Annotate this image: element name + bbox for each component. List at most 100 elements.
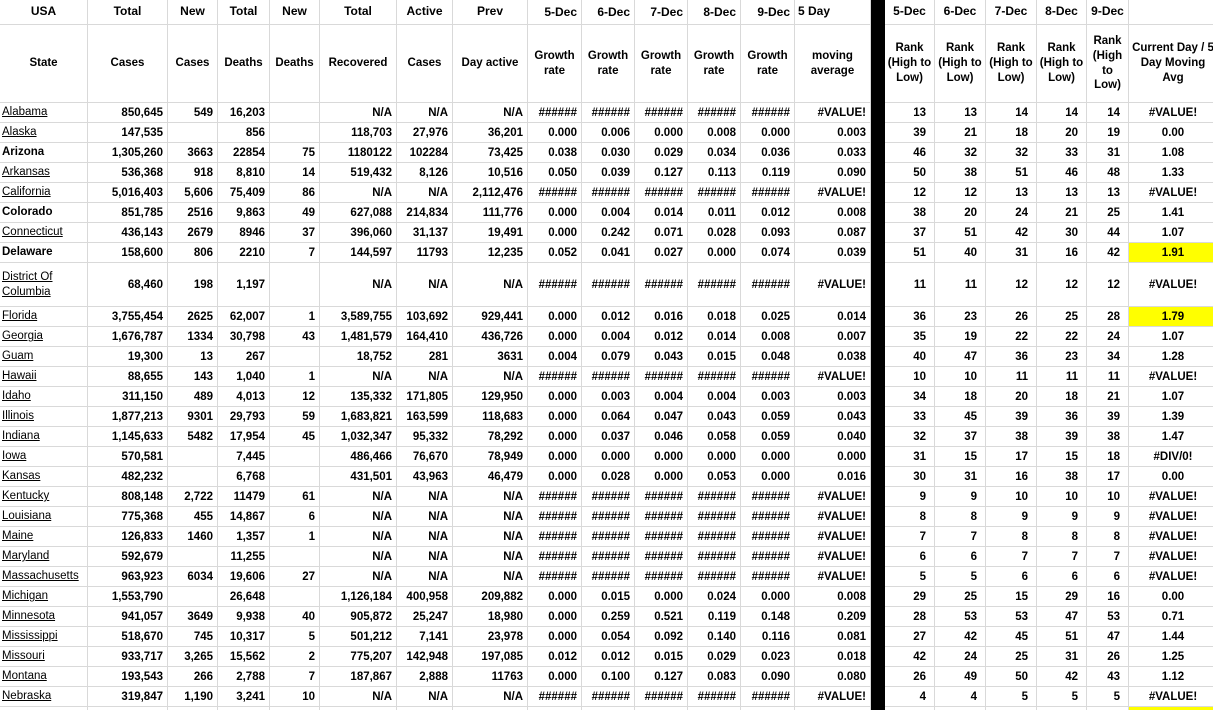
rank-cell[interactable]: 39 <box>986 407 1037 427</box>
rank-cell[interactable]: 10 <box>1037 487 1087 507</box>
rank-cell[interactable]: 28 <box>885 607 935 627</box>
rank-cell[interactable]: 53 <box>986 607 1037 627</box>
new-deaths-cell[interactable] <box>270 587 320 607</box>
growth-rate-cell[interactable]: 0.127 <box>635 667 688 687</box>
rank-cell[interactable]: 31 <box>885 447 935 467</box>
state-cell[interactable]: Iowa <box>0 447 88 467</box>
growth-rate-cell[interactable]: ###### <box>582 183 635 203</box>
rank-cell[interactable]: 17 <box>1087 467 1129 487</box>
total-deaths-cell[interactable]: 3,241 <box>218 687 270 707</box>
rank-cell[interactable]: 39 <box>1037 427 1087 447</box>
growth-rate-cell[interactable]: ###### <box>688 487 741 507</box>
rank-cell[interactable]: 19 <box>1087 123 1129 143</box>
rank-cell[interactable]: 4 <box>935 687 986 707</box>
new-deaths-cell[interactable]: 1 <box>270 367 320 387</box>
growth-rate-cell[interactable]: 0.004 <box>582 203 635 223</box>
total-deaths-cell[interactable]: 30,798 <box>218 327 270 347</box>
new-deaths-cell[interactable]: 61 <box>270 487 320 507</box>
recovered-cell[interactable]: 18,752 <box>320 347 397 367</box>
ratio-cell[interactable]: 0.00 <box>1129 467 1213 487</box>
header-cell[interactable]: 7-Dec <box>986 0 1037 25</box>
prev-day-active-cell[interactable]: 3631 <box>453 347 528 367</box>
total-deaths-cell[interactable]: 1,357 <box>218 527 270 547</box>
recovered-cell[interactable]: 144,597 <box>320 243 397 263</box>
header-cell[interactable]: Total <box>218 0 270 25</box>
total-cases-cell[interactable]: 592,679 <box>88 547 168 567</box>
rank-cell[interactable]: 5 <box>885 567 935 587</box>
total-cases-cell[interactable]: 518,670 <box>88 627 168 647</box>
rank-cell[interactable]: 10 <box>1087 487 1129 507</box>
rank-cell[interactable]: 32 <box>885 427 935 447</box>
rank-cell[interactable]: 38 <box>1037 467 1087 487</box>
rank-cell[interactable]: 27 <box>885 627 935 647</box>
total-deaths-cell[interactable]: 11,255 <box>218 547 270 567</box>
growth-rate-cell[interactable]: 0.119 <box>688 607 741 627</box>
new-cases-cell[interactable]: 143 <box>168 367 218 387</box>
rank-cell[interactable]: 26 <box>986 307 1037 327</box>
total-cases-cell[interactable]: 147,535 <box>88 123 168 143</box>
rank-cell[interactable]: 6 <box>935 547 986 567</box>
growth-rate-cell[interactable]: 0.521 <box>635 607 688 627</box>
rank-cell[interactable]: 18 <box>1037 387 1087 407</box>
rank-cell[interactable]: 39 <box>1087 407 1129 427</box>
growth-rate-cell[interactable]: ###### <box>635 567 688 587</box>
new-deaths-cell[interactable]: 1 <box>270 527 320 547</box>
header-cell[interactable]: USA <box>0 0 88 25</box>
state-cell[interactable]: Arizona <box>0 143 88 163</box>
new-deaths-cell[interactable]: 37 <box>270 223 320 243</box>
new-deaths-cell[interactable]: 86 <box>270 183 320 203</box>
rank-cell[interactable]: 6 <box>885 547 935 567</box>
new-deaths-cell[interactable]: 7 <box>270 667 320 687</box>
rank-cell[interactable]: 10 <box>885 367 935 387</box>
growth-rate-cell[interactable]: 0.242 <box>582 223 635 243</box>
growth-rate-cell[interactable]: 0.000 <box>528 307 582 327</box>
header-cell[interactable]: Day active <box>453 25 528 103</box>
table-cell[interactable] <box>528 707 582 710</box>
new-deaths-cell[interactable] <box>270 103 320 123</box>
header-cell[interactable]: Cases <box>397 25 453 103</box>
new-cases-cell[interactable]: 6034 <box>168 567 218 587</box>
total-cases-cell[interactable]: 1,145,633 <box>88 427 168 447</box>
growth-rate-cell[interactable]: ###### <box>688 567 741 587</box>
rank-cell[interactable]: 30 <box>885 467 935 487</box>
total-deaths-cell[interactable]: 14,867 <box>218 507 270 527</box>
growth-rate-cell[interactable]: 0.004 <box>635 387 688 407</box>
rank-cell[interactable]: 8 <box>935 507 986 527</box>
recovered-cell[interactable]: N/A <box>320 507 397 527</box>
active-cases-cell[interactable]: 2,888 <box>397 667 453 687</box>
rank-cell[interactable]: 28 <box>1087 307 1129 327</box>
growth-rate-cell[interactable]: ###### <box>688 183 741 203</box>
growth-rate-cell[interactable]: ###### <box>582 507 635 527</box>
rank-cell[interactable]: 42 <box>1037 667 1087 687</box>
header-cell[interactable]: 7-Dec <box>635 0 688 25</box>
table-cell[interactable] <box>885 707 935 710</box>
state-cell[interactable]: Kentucky <box>0 487 88 507</box>
growth-rate-cell[interactable]: 0.000 <box>688 447 741 467</box>
new-cases-cell[interactable]: 3663 <box>168 143 218 163</box>
growth-rate-cell[interactable]: 0.041 <box>582 243 635 263</box>
table-cell[interactable] <box>795 707 871 710</box>
rank-cell[interactable]: 18 <box>935 387 986 407</box>
moving-average-cell[interactable]: #VALUE! <box>795 547 871 567</box>
recovered-cell[interactable]: N/A <box>320 687 397 707</box>
state-cell[interactable]: Missouri <box>0 647 88 667</box>
total-cases-cell[interactable]: 1,553,790 <box>88 587 168 607</box>
header-cell[interactable]: Prev <box>453 0 528 25</box>
total-cases-cell[interactable]: 311,150 <box>88 387 168 407</box>
rank-cell[interactable]: 31 <box>986 243 1037 263</box>
new-cases-cell[interactable] <box>168 587 218 607</box>
growth-rate-cell[interactable]: ###### <box>528 507 582 527</box>
table-cell[interactable] <box>168 707 218 710</box>
moving-average-cell[interactable]: 0.014 <box>795 307 871 327</box>
growth-rate-cell[interactable]: 0.008 <box>741 327 795 347</box>
ratio-cell[interactable]: 1.25 <box>1129 647 1213 667</box>
rank-cell[interactable]: 25 <box>1037 307 1087 327</box>
rank-cell[interactable]: 9 <box>1087 507 1129 527</box>
growth-rate-cell[interactable]: 0.029 <box>635 143 688 163</box>
growth-rate-cell[interactable]: 0.038 <box>528 143 582 163</box>
rank-cell[interactable]: 5 <box>1087 687 1129 707</box>
rank-cell[interactable]: 13 <box>986 183 1037 203</box>
growth-rate-cell[interactable]: ###### <box>582 487 635 507</box>
new-cases-cell[interactable]: 489 <box>168 387 218 407</box>
state-cell[interactable]: Colorado <box>0 203 88 223</box>
